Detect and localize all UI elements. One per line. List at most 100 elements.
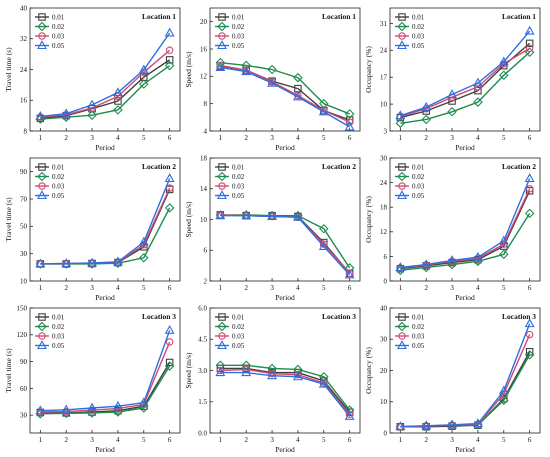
- data-point-marker: [525, 187, 534, 195]
- series-line: [400, 30, 531, 117]
- legend-swatch-marker: [398, 163, 406, 171]
- x-tick-label: 4: [476, 436, 480, 444]
- series-line: [40, 207, 171, 265]
- y-tick-label: 4: [204, 127, 208, 135]
- y-tick-label: 31: [380, 20, 388, 28]
- data-point-marker: [241, 367, 252, 377]
- data-point-marker: [164, 173, 175, 183]
- chart-panel: 0.0 1.5 3.0 4.5 6.0 1 2 3 4 5 6 Period Speed (m/s) Lo…: [184, 304, 361, 454]
- y-tick-label: 12: [380, 228, 388, 236]
- x-axis-title: Period: [455, 293, 475, 302]
- legend-swatch-marker: [217, 321, 227, 332]
- data-point-marker: [344, 269, 355, 279]
- legend-swatch-marker: [37, 340, 47, 350]
- legend-label: 0.05: [52, 42, 65, 50]
- series-line: [220, 214, 351, 269]
- data-point-marker: [87, 110, 97, 121]
- series-line: [40, 59, 171, 120]
- y-axis-title: Occupancy (%): [364, 46, 373, 93]
- legend-label: 0.01: [232, 14, 245, 22]
- data-point-marker: [267, 77, 278, 87]
- y-tick-label: 70: [20, 195, 28, 203]
- data-point-marker: [215, 210, 226, 220]
- legend-swatch-marker: [217, 190, 227, 200]
- data-point-marker: [499, 249, 509, 260]
- y-tick-label: 16: [200, 45, 208, 53]
- data-point-marker: [318, 378, 329, 388]
- y-tick-label: 60: [20, 385, 28, 393]
- data-point-marker: [421, 114, 431, 125]
- y-tick-label: 40: [380, 304, 388, 312]
- y-axis-title: Speed (m/s): [184, 352, 193, 389]
- legend-label: 0.02: [412, 23, 425, 31]
- y-tick-label: 24: [20, 66, 28, 74]
- data-point-marker: [138, 64, 149, 74]
- data-point-marker: [319, 223, 329, 234]
- data-point-marker: [138, 397, 149, 407]
- legend-swatch-marker: [398, 332, 406, 340]
- x-tick-label: 1: [399, 436, 403, 444]
- data-point-marker: [267, 64, 277, 75]
- x-tick-label: 1: [219, 436, 223, 444]
- y-axis-title: Travel time (s): [4, 47, 13, 92]
- data-point-marker: [524, 318, 535, 328]
- x-axis-title: Period: [95, 293, 115, 302]
- data-point-marker: [112, 400, 123, 410]
- plot-frame: [29, 157, 181, 282]
- series-line: [40, 32, 171, 118]
- x-tick-label: 2: [244, 436, 248, 444]
- y-tick-label: 90: [20, 358, 28, 366]
- legend-swatch-marker: [397, 190, 407, 200]
- x-tick-label: 3: [90, 284, 94, 292]
- y-tick-label: 0: [384, 277, 388, 285]
- x-tick-label: 4: [296, 284, 300, 292]
- legend-label: 0.05: [232, 342, 245, 350]
- x-tick-label: 4: [116, 436, 120, 444]
- data-point-marker: [293, 72, 303, 83]
- y-tick-label: 8: [24, 127, 28, 135]
- data-point-marker: [241, 66, 252, 76]
- data-point-marker: [164, 324, 175, 334]
- data-point-marker: [241, 60, 251, 71]
- data-point-marker: [472, 77, 483, 87]
- legend-label: 0.01: [232, 164, 245, 172]
- series-line: [220, 66, 351, 128]
- legend-swatch-marker: [38, 313, 46, 321]
- y-axis-title: Travel time (s): [4, 197, 13, 242]
- x-tick-label: 2: [244, 134, 248, 142]
- legend-swatch-marker: [37, 190, 47, 200]
- data-point-marker: [139, 79, 149, 89]
- y-tick-label: 6.0: [198, 304, 207, 312]
- legend-swatch-marker: [217, 21, 227, 32]
- y-tick-label: 3: [384, 127, 388, 135]
- legend-swatch-marker: [397, 321, 407, 332]
- legend-swatch-marker: [37, 40, 47, 50]
- x-tick-label: 2: [244, 284, 248, 292]
- y-tick-label: 17: [380, 74, 388, 82]
- legend-label: 0.02: [52, 23, 65, 31]
- x-tick-label: 1: [219, 284, 223, 292]
- data-point-marker: [395, 110, 406, 120]
- panel-title: Location 1: [142, 12, 176, 21]
- data-point-marker: [421, 101, 432, 111]
- data-point-marker: [113, 105, 123, 115]
- y-tick-label: 10: [20, 277, 28, 285]
- series-line: [400, 354, 531, 428]
- y-tick-label: 30: [20, 250, 28, 258]
- data-point-marker: [395, 421, 406, 430]
- x-tick-label: 3: [270, 436, 274, 444]
- x-tick-label: 2: [424, 284, 428, 292]
- y-tick-label: 4.5: [198, 336, 207, 344]
- chart-panel: 30 60 90 120 150 1 2 3 4 5 6 Period Travel time (s) L…: [4, 304, 181, 454]
- x-tick-label: 6: [168, 134, 172, 142]
- panel-title: Location 2: [502, 162, 536, 171]
- x-tick-label: 4: [116, 284, 120, 292]
- legend-label: 0.03: [52, 183, 65, 191]
- legend-swatch-marker: [398, 13, 406, 21]
- series-line: [220, 368, 351, 415]
- x-axis-title: Period: [455, 445, 475, 454]
- legend-label: 0.01: [412, 164, 425, 172]
- y-axis-title: Speed (m/s): [184, 51, 193, 88]
- legend-label: 0.03: [232, 183, 245, 191]
